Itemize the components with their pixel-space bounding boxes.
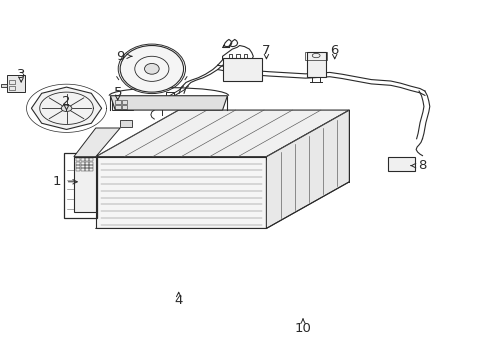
Ellipse shape [120,45,183,92]
Bar [89,158,93,161]
Polygon shape [31,87,102,130]
Text: 2: 2 [62,95,71,108]
Bar [89,168,93,171]
Bar [89,162,93,165]
Polygon shape [266,110,348,228]
Ellipse shape [144,63,159,74]
Bar [387,157,414,171]
Polygon shape [120,120,132,127]
Bar [85,168,89,171]
Text: 9: 9 [116,50,124,63]
Bar [76,168,80,171]
Bar [6,75,25,92]
Bar [85,162,89,165]
Bar [112,98,133,111]
Bar [115,100,121,104]
Polygon shape [74,128,120,157]
Bar [76,165,80,168]
Bar [9,80,15,84]
Text: 6: 6 [330,44,338,57]
Text: 10: 10 [294,322,311,335]
Bar [222,58,261,81]
Text: 3: 3 [17,68,25,81]
Bar [122,100,127,104]
Bar [76,158,80,161]
Bar [89,165,93,168]
Polygon shape [110,96,227,110]
Bar [81,168,84,171]
Polygon shape [74,157,96,212]
Bar [85,165,89,168]
Text: 7: 7 [262,44,270,57]
Ellipse shape [61,105,72,112]
Bar [9,86,15,90]
Text: 8: 8 [417,159,426,172]
Bar [81,165,84,168]
Bar [81,162,84,165]
Polygon shape [96,110,348,157]
Text: 1: 1 [52,175,61,188]
Polygon shape [96,157,266,228]
Bar [85,158,89,161]
Bar [76,162,80,165]
Bar [306,52,326,77]
Polygon shape [0,84,6,87]
Bar [115,105,121,109]
Bar [81,158,84,161]
Text: 4: 4 [174,294,183,307]
Text: 5: 5 [113,86,122,99]
Bar [122,105,127,109]
